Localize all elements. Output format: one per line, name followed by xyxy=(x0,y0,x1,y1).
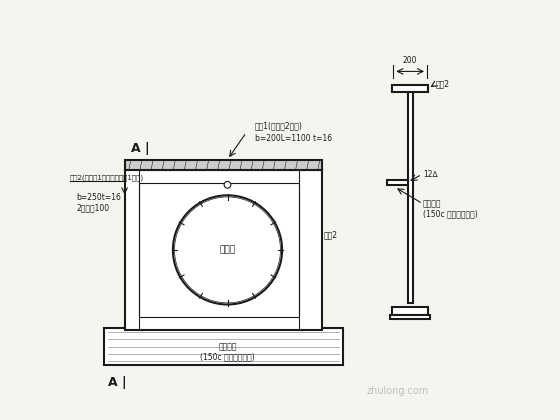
Text: A |: A | xyxy=(131,142,150,155)
Bar xyxy=(125,170,322,330)
Text: 12∆: 12∆ xyxy=(423,170,437,179)
Bar xyxy=(387,180,408,185)
Text: 支攈2: 支攈2 xyxy=(436,79,450,89)
Text: 200: 200 xyxy=(403,56,417,65)
Text: 支撑管: 支撑管 xyxy=(220,245,236,255)
Circle shape xyxy=(224,181,231,188)
Text: 支攈2(与支摉1共用方形键扒1共用): 支攈2(与支摉1共用方形键扒1共用) xyxy=(70,174,144,181)
Text: (150c 热才进口字钐): (150c 热才进口字钐) xyxy=(423,210,478,218)
Text: 支托1(与支攈2共用): 支托1(与支攈2共用) xyxy=(255,121,302,130)
Text: zhulong.com: zhulong.com xyxy=(366,386,429,396)
Bar xyxy=(393,307,428,315)
Text: 支攈2: 支攈2 xyxy=(324,231,338,240)
Bar xyxy=(104,328,343,365)
Text: 2块间距100: 2块间距100 xyxy=(76,204,109,213)
Text: (150c 热才进口字钐): (150c 热才进口字钐) xyxy=(200,352,255,362)
Bar xyxy=(390,315,430,319)
Text: b=250t=16: b=250t=16 xyxy=(76,193,121,202)
Bar xyxy=(393,85,428,92)
Text: b=200L=1100 t=16: b=200L=1100 t=16 xyxy=(255,134,332,143)
Bar xyxy=(125,160,322,170)
Text: 围樁型钐: 围樁型钐 xyxy=(218,342,237,351)
Text: A |: A | xyxy=(108,376,127,389)
Text: 围樁型钐: 围樁型钐 xyxy=(423,199,441,208)
Bar xyxy=(408,92,413,303)
Bar xyxy=(139,183,299,317)
